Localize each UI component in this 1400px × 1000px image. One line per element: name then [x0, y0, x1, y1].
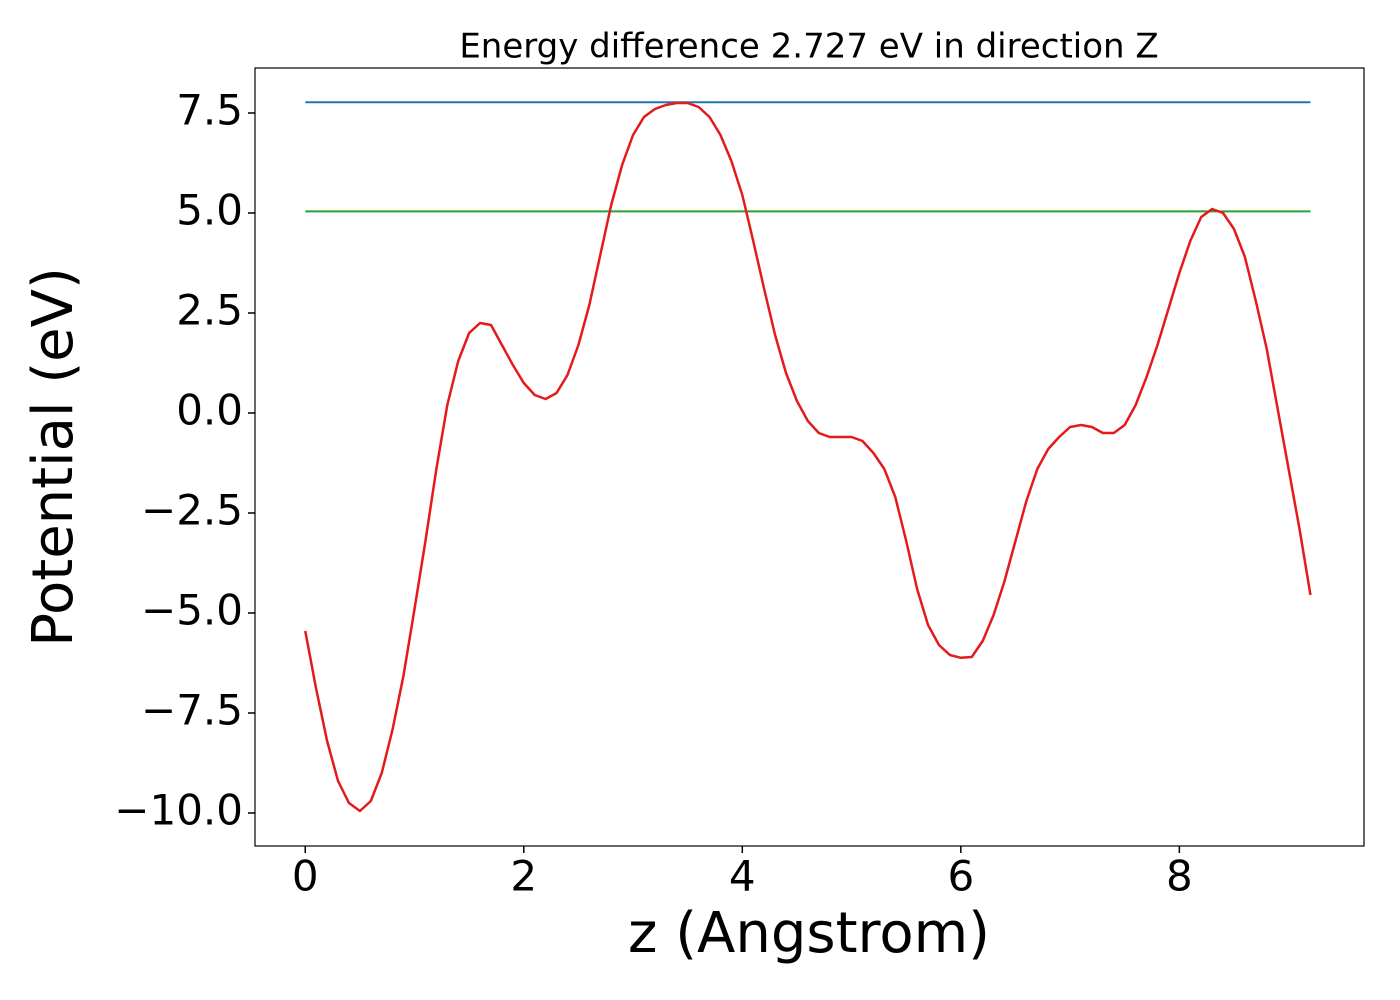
- y-tick-label: 7.5: [176, 86, 243, 135]
- y-tick-label: 0.0: [176, 386, 243, 435]
- y-tick-label: −10.0: [114, 786, 243, 835]
- y-tick-label: −5.0: [141, 586, 243, 635]
- x-tick-label: 4: [729, 852, 756, 901]
- data-line: [304, 101, 1312, 813]
- x-tick-label: 8: [1166, 852, 1193, 901]
- chart-title: Energy difference 2.727 eV in direction …: [459, 27, 1158, 67]
- y-tick-label: −7.5: [141, 686, 243, 735]
- x-tick-label: 6: [947, 852, 974, 901]
- y-tick-label: 2.5: [176, 286, 243, 335]
- x-tick-label: 2: [510, 852, 537, 901]
- x-tick-label: 0: [292, 852, 319, 901]
- x-axis-label: z (Angstrom): [628, 901, 990, 966]
- y-axis-label: Potential (eV): [21, 267, 86, 647]
- y-tick-label: −2.5: [141, 486, 243, 535]
- y-tick-label: 5.0: [176, 186, 243, 235]
- plot-frame: [254, 67, 1365, 847]
